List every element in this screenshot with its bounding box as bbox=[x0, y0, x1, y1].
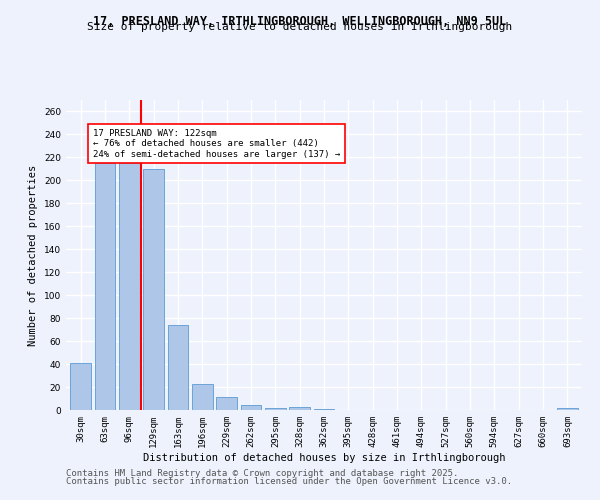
Bar bbox=[95, 163, 115, 410]
Bar bbox=[119, 163, 140, 410]
Bar bbox=[314, 409, 334, 410]
Bar bbox=[216, 398, 237, 410]
Bar bbox=[265, 408, 286, 410]
Bar bbox=[289, 406, 310, 410]
Bar bbox=[143, 169, 164, 410]
X-axis label: Distribution of detached houses by size in Irthlingborough: Distribution of detached houses by size … bbox=[143, 452, 505, 462]
Text: Size of property relative to detached houses in Irthlingborough: Size of property relative to detached ho… bbox=[88, 22, 512, 32]
Text: 17 PRESLAND WAY: 122sqm
← 76% of detached houses are smaller (442)
24% of semi-d: 17 PRESLAND WAY: 122sqm ← 76% of detache… bbox=[93, 128, 340, 158]
Text: Contains HM Land Registry data © Crown copyright and database right 2025.: Contains HM Land Registry data © Crown c… bbox=[66, 468, 458, 477]
Bar bbox=[70, 363, 91, 410]
Text: 17, PRESLAND WAY, IRTHLINGBOROUGH, WELLINGBOROUGH, NN9 5UL: 17, PRESLAND WAY, IRTHLINGBOROUGH, WELLI… bbox=[94, 15, 506, 28]
Bar bbox=[241, 406, 262, 410]
Bar bbox=[192, 384, 212, 410]
Y-axis label: Number of detached properties: Number of detached properties bbox=[28, 164, 38, 346]
Text: Contains public sector information licensed under the Open Government Licence v3: Contains public sector information licen… bbox=[66, 477, 512, 486]
Bar bbox=[557, 408, 578, 410]
Bar bbox=[167, 325, 188, 410]
